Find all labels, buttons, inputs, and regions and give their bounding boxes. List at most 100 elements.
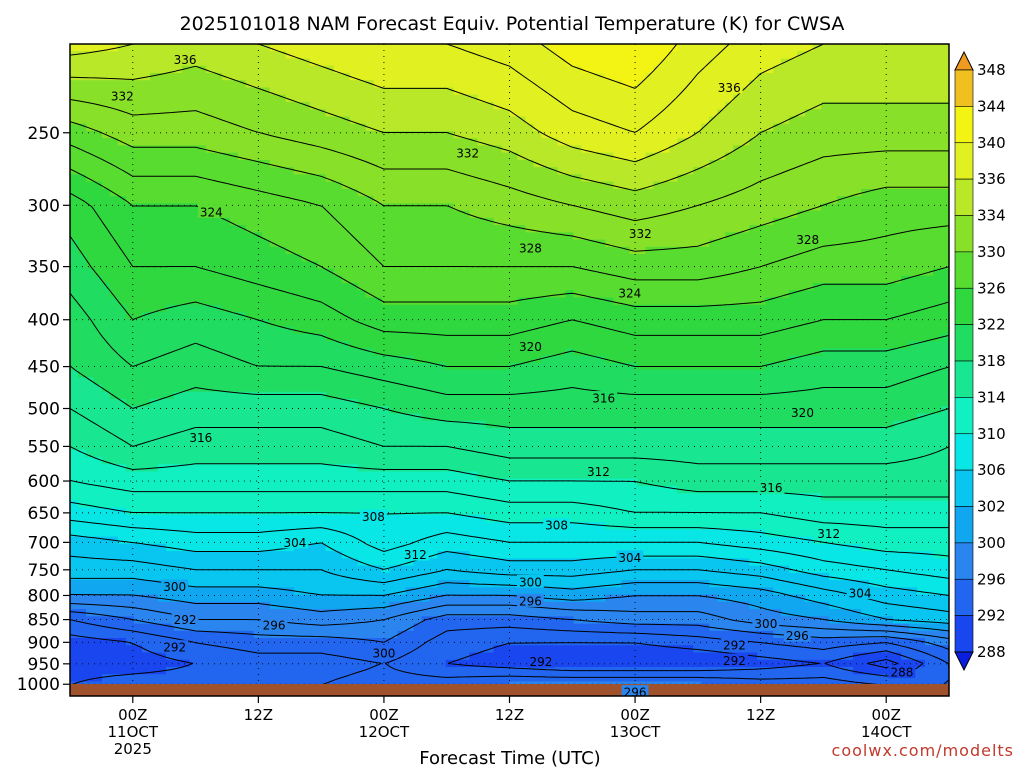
heatmap-cell [429, 80, 439, 89]
heatmap-cell [181, 362, 191, 371]
heatmap-cell [925, 123, 934, 132]
heatmap-cell [405, 167, 415, 175]
heatmap-cell [605, 319, 614, 328]
heatmap-cell [453, 268, 463, 277]
heatmap-cell [269, 51, 279, 60]
heatmap-cell [733, 225, 742, 233]
heatmap-cell [485, 341, 495, 349]
heatmap-cell [141, 101, 151, 110]
heatmap-cell [357, 101, 367, 110]
heatmap-cell [773, 196, 782, 204]
heatmap-cell [181, 196, 191, 204]
heatmap-cell [621, 326, 630, 335]
heatmap-cell [141, 225, 151, 233]
heatmap-cell [885, 65, 894, 74]
heatmap-cell [837, 58, 846, 67]
heatmap-cell [701, 174, 710, 183]
heatmap-cell [805, 290, 814, 299]
heatmap-cell [933, 80, 942, 89]
heatmap-cell [477, 188, 487, 197]
heatmap-cell [709, 268, 718, 277]
heatmap-cell [301, 326, 311, 335]
heatmap-cell [277, 87, 287, 96]
heatmap-cell [933, 152, 942, 161]
heatmap-cell [869, 319, 878, 328]
heatmap-cell [917, 65, 926, 74]
heatmap-cell [733, 304, 742, 313]
heatmap-cell [741, 341, 750, 349]
heatmap-cell [909, 297, 918, 306]
heatmap-cell [437, 159, 447, 168]
heatmap-cell [781, 290, 790, 299]
heatmap-cell [333, 319, 343, 328]
heatmap-cell [197, 138, 207, 147]
heatmap-cell [765, 101, 774, 110]
heatmap-cell [197, 312, 207, 320]
heatmap-cell [621, 188, 630, 197]
heatmap-cell [373, 275, 383, 284]
heatmap-cell [629, 44, 638, 52]
heatmap-cell [661, 109, 670, 118]
heatmap-cell [469, 116, 479, 125]
heatmap-cell [645, 159, 654, 168]
heatmap-cell [389, 101, 399, 110]
heatmap-cell [341, 341, 351, 349]
heatmap-cell [845, 297, 854, 306]
heatmap-cell [925, 348, 934, 357]
heatmap-cell [317, 72, 327, 81]
heatmap-cell [733, 159, 742, 168]
heatmap-cell [837, 348, 846, 357]
heatmap-cell [437, 246, 447, 255]
heatmap-cell [765, 210, 774, 219]
heatmap-cell [789, 65, 798, 74]
heatmap-cell [581, 341, 591, 349]
heatmap-cell [285, 181, 295, 190]
heatmap-cell [741, 58, 750, 67]
heatmap-cell [813, 217, 822, 226]
heatmap-cell [661, 326, 670, 335]
heatmap-cell [173, 145, 183, 154]
heatmap-cell [525, 65, 535, 74]
heatmap-cell [149, 275, 159, 284]
heatmap-cell [525, 217, 535, 226]
heatmap-cell [837, 254, 846, 262]
heatmap-cell [133, 297, 143, 306]
heatmap-cell [181, 138, 191, 147]
heatmap-cell [165, 145, 175, 154]
heatmap-cell [333, 152, 343, 161]
heatmap-cell [181, 312, 191, 320]
heatmap-cell [397, 348, 407, 357]
heatmap-cell [637, 65, 646, 74]
heatmap-cell [885, 181, 894, 190]
heatmap-cell [829, 210, 838, 219]
heatmap-cell [501, 58, 511, 67]
heatmap-cell [429, 283, 439, 291]
heatmap-cell [541, 239, 551, 248]
heatmap-cell [701, 268, 710, 277]
heatmap-cell [149, 109, 159, 118]
heatmap-cell [365, 116, 375, 125]
heatmap-cell [77, 341, 87, 349]
heatmap-cell [461, 101, 471, 110]
heatmap-cell [261, 246, 271, 255]
heatmap-cell [797, 254, 806, 262]
heatmap-cell [781, 246, 790, 255]
heatmap-cell [693, 65, 702, 74]
heatmap-cell [621, 159, 630, 168]
heatmap-cell [181, 116, 191, 125]
heatmap-cell [405, 370, 415, 378]
heatmap-cell [661, 94, 670, 103]
heatmap-cell [85, 196, 95, 204]
heatmap-cell [365, 297, 375, 306]
heatmap-cell [773, 51, 782, 60]
heatmap-cell [893, 167, 902, 175]
heatmap-cell [77, 130, 87, 139]
heatmap-cell [909, 130, 918, 139]
heatmap-cell [661, 232, 670, 241]
heatmap-cell [757, 261, 766, 270]
heatmap-cell [229, 217, 239, 226]
heatmap-cell [365, 87, 375, 96]
heatmap-cell [309, 167, 319, 175]
heatmap-cell [669, 188, 678, 197]
heatmap-cell [85, 123, 95, 132]
